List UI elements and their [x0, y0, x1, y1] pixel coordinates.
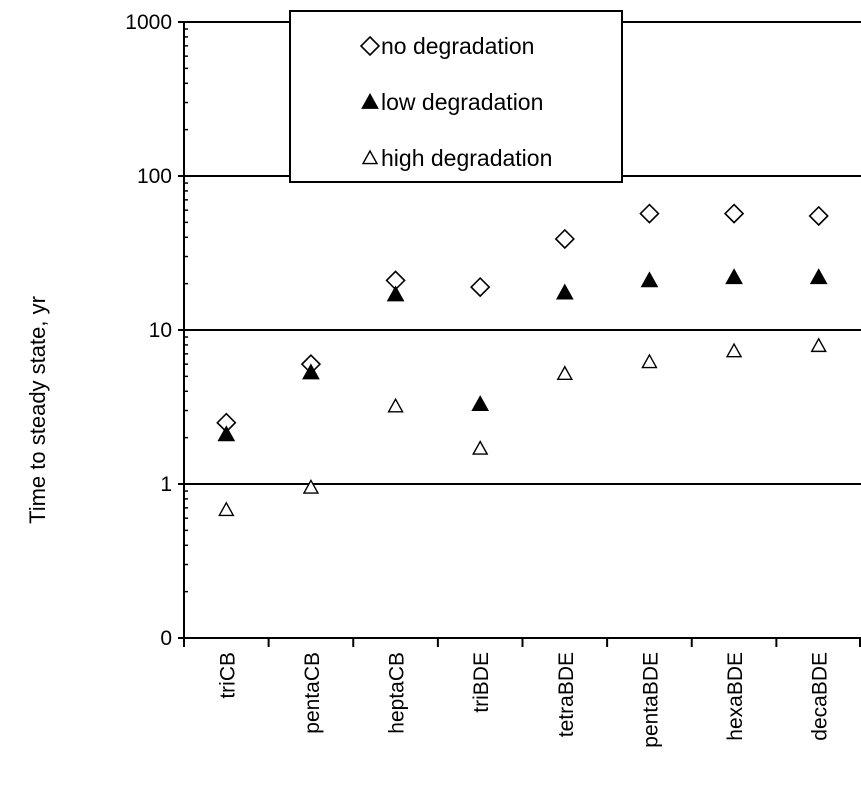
- y-tick-label-4: 1000: [125, 11, 172, 34]
- x-axis-ticks: triCB pentaCB heptaCB triBDE tetraBDE pentaBD…: [183, 638, 861, 748]
- x-tick-label-hexaBDE: hexaBDE: [724, 652, 747, 741]
- y-axis-label: Time to steady state, yr: [25, 296, 50, 524]
- x-tick-label-heptaCB: heptaCB: [386, 652, 409, 734]
- point-triangle-filled-heptaCB: [386, 285, 405, 302]
- legend-marker-0: [359, 35, 381, 57]
- point-triangle-filled-triBDE: [471, 395, 490, 412]
- data-points: [216, 203, 829, 517]
- y-axis-ticks: 0 1 10 100 1000: [125, 11, 188, 650]
- y-tick-label-1: 1: [160, 473, 172, 496]
- point-triangle-filled-tetraBDE: [555, 283, 574, 300]
- x-tick-label-decaBDE: decaBDE: [809, 652, 832, 741]
- point-diamond-open-pentaBDE: [639, 203, 660, 224]
- legend-box: [289, 10, 623, 183]
- legend-marker-2: [361, 149, 379, 165]
- point-triangle-filled-hexaBDE: [725, 268, 743, 285]
- legend-label-2: high degradation: [381, 145, 552, 171]
- x-tick-label-triCB: triCB: [216, 652, 239, 699]
- point-triangle-filled-triCB: [217, 425, 236, 442]
- point-triangle-filled-pentaBDE: [640, 271, 659, 288]
- legend-label-1: low degradation: [381, 89, 543, 115]
- y-tick-label-2: 10: [149, 319, 172, 342]
- point-diamond-open-decaBDE: [808, 205, 829, 227]
- point-triangle-open-triBDE: [471, 440, 489, 455]
- point-triangle-filled-decaBDE: [809, 268, 828, 285]
- point-diamond-open-triBDE: [470, 276, 491, 298]
- point-triangle-open-tetraBDE: [556, 365, 574, 381]
- point-triangle-open-pentaCB: [302, 478, 320, 494]
- point-triangle-open-heptaCB: [387, 397, 404, 413]
- point-triangle-open-decaBDE: [810, 337, 827, 353]
- x-tick-label-triBDE: triBDE: [470, 652, 493, 713]
- y-tick-label-3: 100: [137, 165, 172, 188]
- y-tick-label-0: 0: [160, 627, 172, 650]
- legend: no degradation low degradation high degrad…: [289, 10, 623, 183]
- point-diamond-open-tetraBDE: [554, 228, 575, 250]
- x-tick-label-tetraBDE: tetraBDE: [555, 652, 578, 737]
- x-tick-label-pentaCB: pentaCB: [301, 652, 324, 734]
- point-triangle-open-hexaBDE: [725, 342, 743, 358]
- legend-marker-1: [361, 92, 379, 109]
- point-diamond-open-hexaBDE: [723, 203, 745, 224]
- legend-label-0: no degradation: [381, 33, 534, 59]
- x-tick-label-pentaBDE: pentaBDE: [639, 652, 662, 748]
- point-triangle-filled-pentaCB: [302, 363, 320, 380]
- point-triangle-open-pentaBDE: [641, 353, 658, 369]
- point-triangle-open-triCB: [218, 501, 235, 517]
